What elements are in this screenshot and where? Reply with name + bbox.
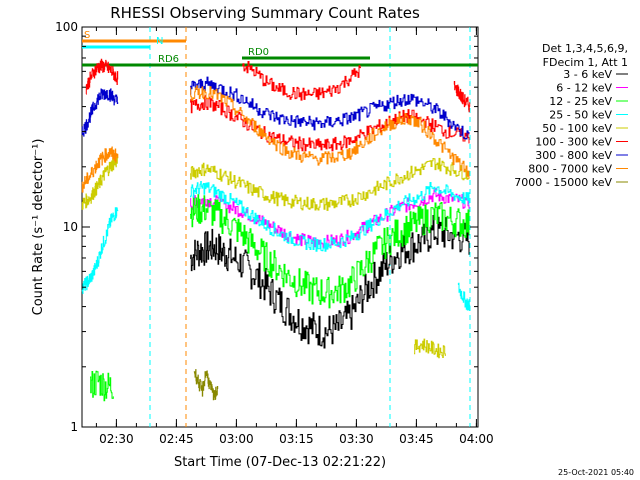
y-tick-label: 1 [70,420,78,434]
legend-label: 12 - 25 keV [549,95,612,108]
x-tick-label: 03:15 [279,432,314,446]
x-tick-label: 03:30 [339,432,374,446]
state-bar-label: RD0 [248,47,269,58]
y-tick-label: 100 [55,20,78,34]
state-bar-label: S [84,30,90,41]
y-tick-label: 10 [63,220,78,234]
series-line [190,76,470,140]
series-line [457,282,471,311]
chart-title: RHESSI Observing Summary Count Rates [110,4,420,22]
series-line [81,154,119,210]
legend-label: 7000 - 15000 keV [514,176,612,189]
footer-timestamp: 25-Oct-2021 05:40 [558,468,634,477]
series-line [81,207,119,294]
series-line [190,194,470,309]
legend-label: 300 - 800 keV [535,149,612,162]
series-line [81,88,119,137]
state-bar-label: N [156,36,163,47]
legend: Det 1,3,4,5,6,9, FDecim 1, Att 1 3 - 6 k… [514,42,628,189]
series-line [414,338,446,359]
x-axis-label: Start Time (07-Dec-13 02:21:22) [174,455,386,470]
series-line [81,146,119,193]
legend-header-line: Det 1,3,4,5,6,9, [542,42,628,55]
x-tick-label: 03:00 [219,432,254,446]
series-line [193,369,219,401]
series-line [85,58,119,95]
state-bar-label: RD6 [158,54,179,65]
legend-label: 25 - 50 keV [549,109,612,122]
series-line [242,61,361,101]
series-line [190,157,470,211]
series-line [190,181,470,252]
axis-layer: 02:30 02:45 03:00 03:15 03:30 03:45 04:00 1 10 10… [55,20,494,446]
data-layer: S N RD0 RD6 [81,27,478,427]
series-line [453,81,471,113]
x-tick-label: 02:30 [99,432,134,446]
legend-label: 3 - 6 keV [563,68,612,81]
legend-label: 50 - 100 keV [542,122,612,135]
legend-header-line: FDecim 1, Att 1 [543,56,628,69]
series-line [190,85,470,179]
y-axis-label: Count Rate (s⁻¹ detector⁻¹) [31,139,46,316]
legend-label: 6 - 12 keV [556,82,612,95]
series-line [190,215,470,349]
legend-label: 100 - 300 keV [535,136,612,149]
x-tick-label: 04:00 [459,432,494,446]
x-tick-label: 03:45 [399,432,434,446]
series-line [90,370,114,402]
x-tick-label: 02:45 [159,432,194,446]
legend-label: 800 - 7000 keV [528,163,612,176]
